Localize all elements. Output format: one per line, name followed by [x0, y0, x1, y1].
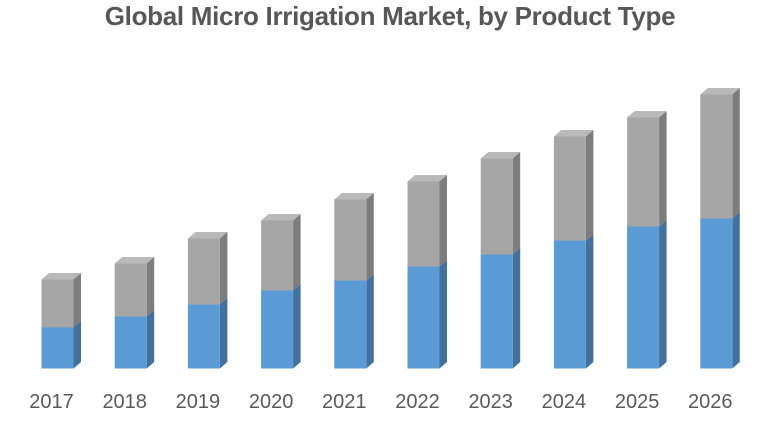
bar-side-blue	[73, 321, 81, 369]
bar-2018	[114, 257, 155, 369]
bar-front-gray	[41, 279, 74, 328]
x-axis-label-2021: 2021	[322, 391, 367, 413]
bar-side-blue	[146, 310, 155, 369]
bar-side-gray	[659, 111, 667, 227]
bar-side-blue	[366, 274, 374, 369]
bar-top-face	[114, 257, 155, 264]
bar-front-blue	[187, 304, 220, 369]
bar-side-gray	[439, 175, 447, 267]
bar-side-gray	[73, 273, 81, 328]
bar-side-blue	[659, 220, 667, 369]
bar-2026	[700, 88, 740, 369]
bar-front-blue	[261, 290, 294, 369]
x-axis-label-2024: 2024	[542, 391, 587, 413]
bar-front-gray	[114, 263, 147, 317]
bar-2021	[334, 193, 374, 369]
bar-2024	[553, 130, 594, 369]
bar-side-blue	[293, 284, 301, 369]
bar-front-gray	[627, 117, 660, 227]
bar-side-gray	[585, 130, 594, 241]
bar-side-blue	[439, 260, 447, 369]
bar-front-blue	[480, 254, 513, 369]
bar-front-gray	[480, 158, 513, 255]
bar-front-blue	[627, 226, 660, 369]
bar-top-face	[187, 232, 228, 239]
bar-side-blue	[219, 298, 228, 369]
bar-2022	[407, 175, 447, 369]
bar-front-blue	[407, 266, 440, 369]
bar-side-blue	[732, 212, 740, 369]
bar-front-blue	[700, 218, 733, 369]
x-axis-label-2026: 2026	[688, 391, 733, 413]
x-axis-label-2023: 2023	[468, 391, 513, 413]
bar-front-blue	[114, 316, 147, 369]
x-axis-label-2017: 2017	[29, 391, 74, 413]
bar-2017	[41, 273, 81, 369]
x-axis-label-2018: 2018	[102, 391, 147, 413]
x-axis-label-2020: 2020	[249, 391, 294, 413]
bar-2020	[261, 214, 301, 369]
bar-top-face	[627, 111, 667, 118]
bar-front-gray	[261, 220, 294, 291]
x-axis-label-2019: 2019	[176, 391, 221, 413]
bar-top-face	[334, 193, 374, 200]
bar-2023	[480, 152, 521, 369]
bar-front-blue	[334, 280, 367, 369]
bar-front-blue	[553, 240, 586, 369]
bar-front-gray	[700, 94, 733, 219]
bar-side-blue	[512, 248, 521, 369]
bar-2019	[187, 232, 228, 369]
x-axis-label-2022: 2022	[395, 391, 440, 413]
bar-side-gray	[146, 257, 155, 317]
bar-side-gray	[219, 232, 228, 305]
bar-side-gray	[732, 88, 740, 219]
bar-top-face	[480, 152, 521, 159]
bar-top-face	[700, 88, 740, 95]
bar-top-face	[41, 273, 81, 280]
bar-top-face	[261, 214, 301, 221]
x-axis-label-2025: 2025	[615, 391, 660, 413]
bar-front-gray	[334, 199, 367, 281]
chart-title: Global Micro Irrigation Market, by Produ…	[104, 1, 676, 31]
bar-front-gray	[553, 136, 586, 241]
bar-top-face	[553, 130, 594, 137]
bar-side-gray	[293, 214, 301, 291]
bar-front-blue	[41, 327, 74, 369]
bar-side-blue	[585, 234, 594, 369]
bar-front-gray	[407, 181, 440, 267]
bar-2025	[627, 111, 667, 369]
bar-top-face	[407, 175, 447, 182]
bar-side-gray	[512, 152, 521, 255]
bar-side-gray	[366, 193, 374, 281]
bar-front-gray	[187, 238, 220, 305]
